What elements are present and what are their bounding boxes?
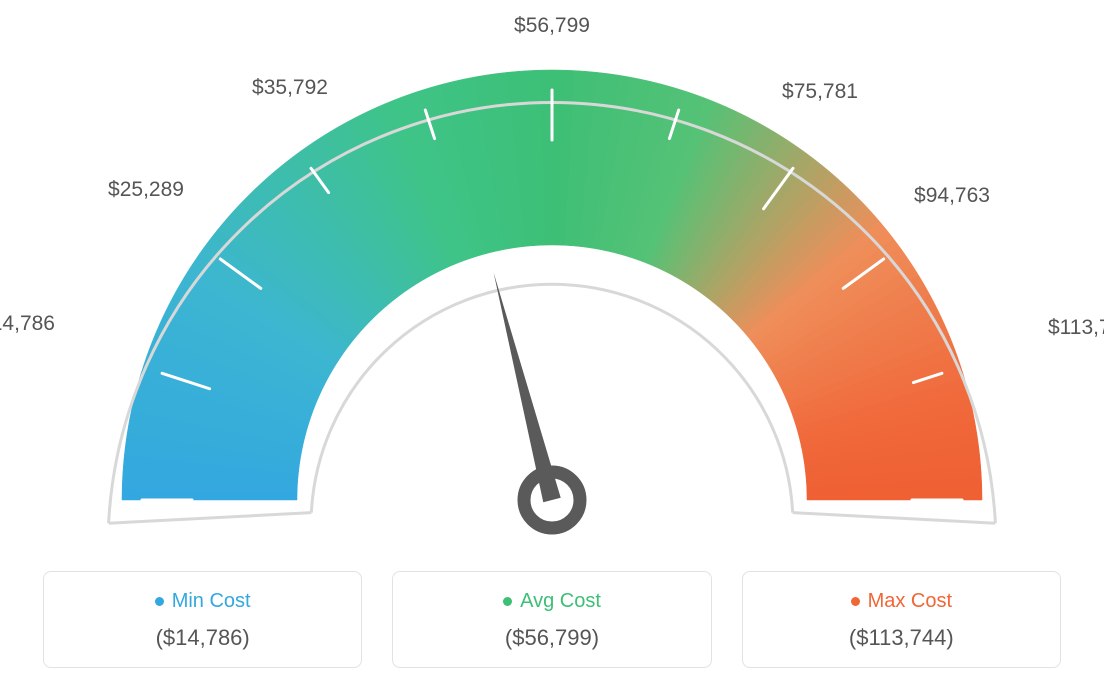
legend-row: Min Cost ($14,786) Avg Cost ($56,799) Ma… bbox=[43, 571, 1061, 668]
legend-value: ($14,786) bbox=[54, 625, 351, 651]
gauge-scale-label: $35,792 bbox=[252, 76, 328, 100]
cost-gauge-widget: $14,786 $25,289 $35,792 $56,799 $75,781 $94,7… bbox=[0, 0, 1104, 690]
gauge-scale-label: $14,786 bbox=[0, 312, 55, 336]
legend-value: ($56,799) bbox=[403, 625, 700, 651]
legend-title-row: Max Cost bbox=[753, 590, 1050, 613]
legend-title-row: Min Cost bbox=[54, 590, 351, 613]
gauge-svg bbox=[0, 0, 1104, 540]
legend-card-min: Min Cost ($14,786) bbox=[43, 571, 362, 668]
legend-title: Max Cost bbox=[868, 590, 952, 613]
gauge-scale-label: $94,763 bbox=[914, 184, 990, 208]
dot-icon bbox=[155, 597, 164, 606]
dot-icon bbox=[851, 597, 860, 606]
gauge-scale-label: $75,781 bbox=[782, 80, 858, 104]
gauge-scale-label: $25,289 bbox=[108, 178, 184, 202]
legend-title: Min Cost bbox=[172, 590, 251, 613]
legend-value: ($113,744) bbox=[753, 625, 1050, 651]
gauge-scale-label: $113,744 bbox=[1048, 316, 1104, 340]
legend-card-avg: Avg Cost ($56,799) bbox=[392, 571, 711, 668]
legend-title: Avg Cost bbox=[520, 590, 601, 613]
gauge-scale-label: $56,799 bbox=[514, 14, 590, 38]
dot-icon bbox=[503, 597, 512, 606]
gauge-area: $14,786 $25,289 $35,792 $56,799 $75,781 $94,7… bbox=[0, 0, 1104, 540]
legend-card-max: Max Cost ($113,744) bbox=[742, 571, 1061, 668]
legend-title-row: Avg Cost bbox=[403, 590, 700, 613]
